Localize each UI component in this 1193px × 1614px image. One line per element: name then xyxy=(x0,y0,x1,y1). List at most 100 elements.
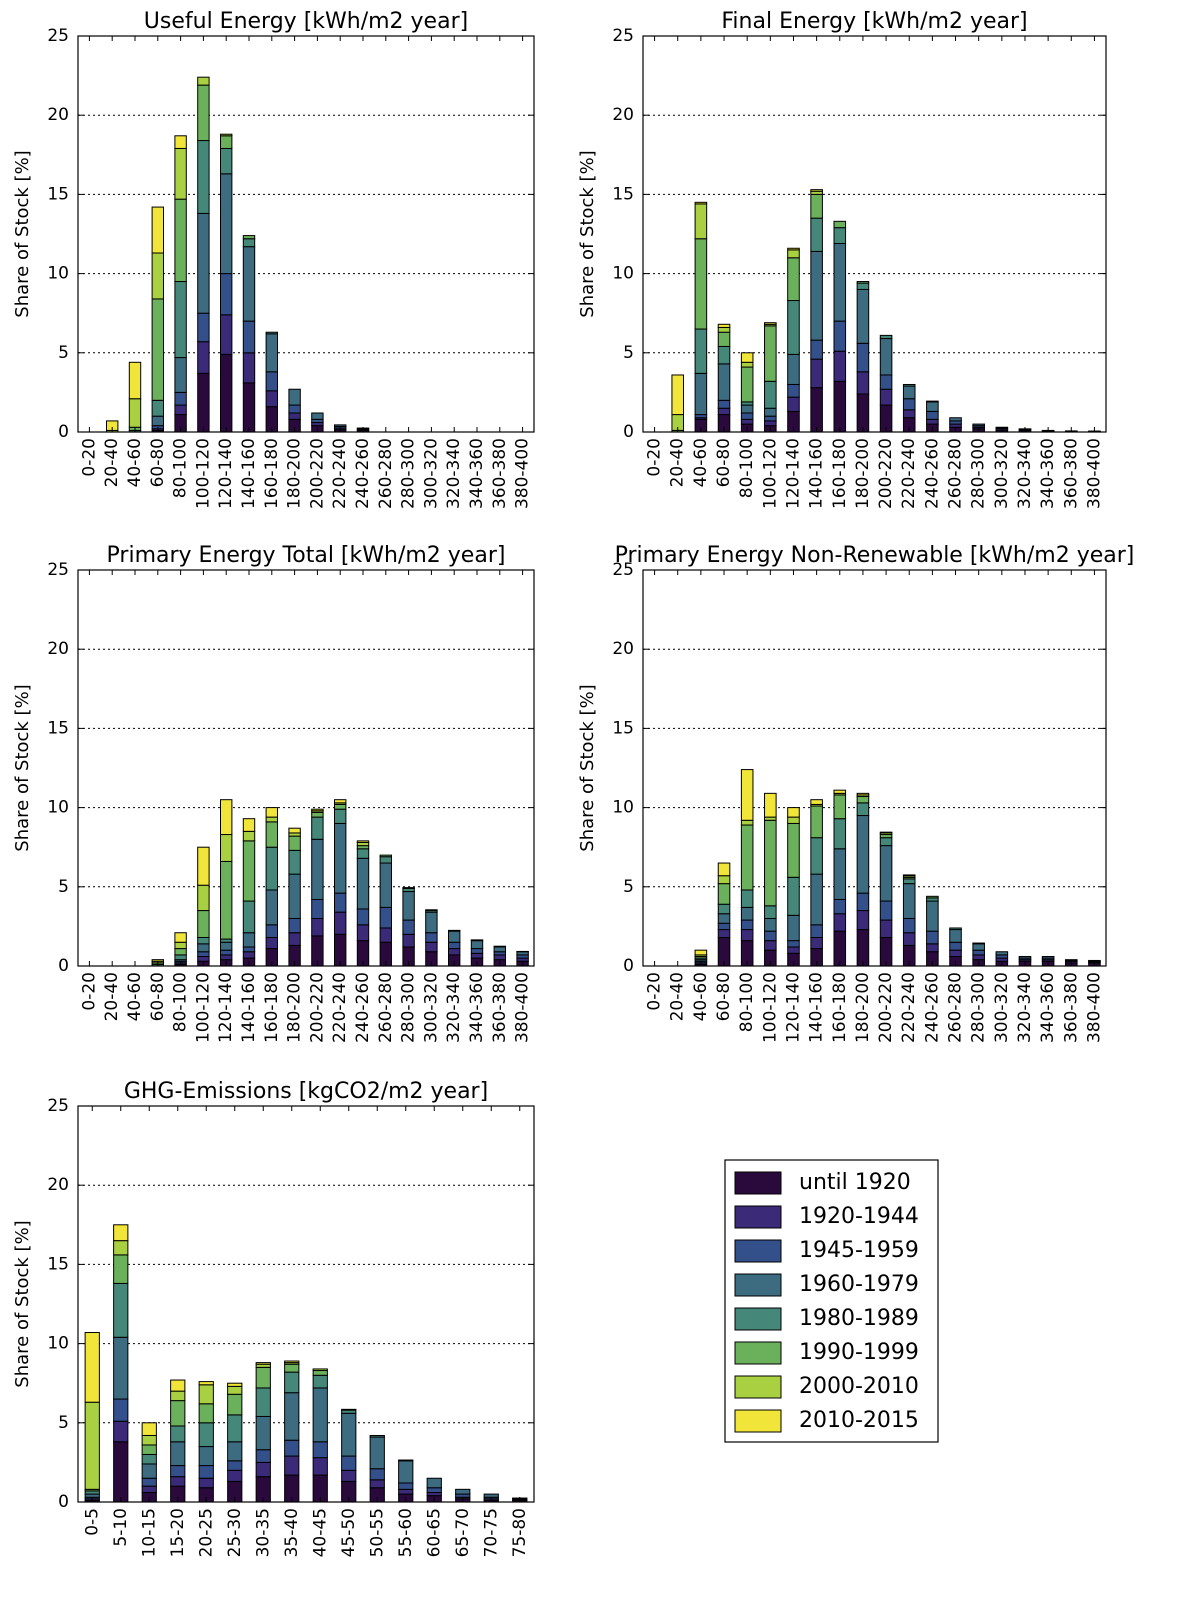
bar-segment xyxy=(312,1441,328,1459)
bar-segment xyxy=(448,948,461,956)
bar-segment xyxy=(856,393,870,433)
bar-segment xyxy=(284,1455,300,1476)
bar-segment xyxy=(265,889,279,926)
x-tick-label: 35-40 xyxy=(282,1508,302,1557)
y-tick-label: 15 xyxy=(47,1254,69,1274)
bar-segment xyxy=(151,415,165,427)
bar-segment xyxy=(764,792,777,818)
bar-segment xyxy=(242,900,256,934)
x-tick-label: 80-100 xyxy=(171,972,191,1032)
bar-segment xyxy=(198,1381,214,1386)
bar-segment xyxy=(787,940,800,948)
bar-segment xyxy=(174,932,187,943)
x-tick-label: 380-400 xyxy=(513,972,533,1043)
bar-segment xyxy=(265,807,279,818)
y-tick-label: 25 xyxy=(612,26,634,46)
chart-panel-1: 0-20 20-40 40-60 60-80 80-100 100-120 120-140 1… xyxy=(12,9,535,509)
bar-segment xyxy=(141,1434,157,1446)
bar-segment xyxy=(197,372,210,433)
bar-segment xyxy=(113,1282,129,1338)
x-tick-label: 380-400 xyxy=(1084,438,1104,509)
x-tick-label: 20-40 xyxy=(102,438,122,487)
legend-swatch xyxy=(734,1375,782,1399)
y-tick-label: 5 xyxy=(58,877,69,897)
bar-segment xyxy=(220,133,233,137)
x-tick-label: 120-140 xyxy=(216,972,236,1043)
bar-segment xyxy=(810,250,823,341)
bar-segment xyxy=(141,1422,157,1436)
bar-segment xyxy=(694,372,708,416)
bar-segment xyxy=(833,794,847,820)
bar-segment xyxy=(170,1390,186,1402)
bar-segment xyxy=(856,910,870,931)
plot-frame xyxy=(642,569,1107,967)
x-tick-label: 0-5 xyxy=(82,1508,102,1536)
bar-segment xyxy=(833,848,847,900)
x-tick-label: 320-340 xyxy=(444,438,464,509)
bar-segment xyxy=(242,951,256,959)
bar-segment xyxy=(694,328,708,374)
bar-segment xyxy=(448,929,461,932)
bar-segment xyxy=(242,235,256,240)
y-tick-label: 20 xyxy=(47,105,69,125)
y-tick-label: 15 xyxy=(612,184,634,204)
bar-segment xyxy=(879,334,893,340)
x-tick-label: 260-280 xyxy=(946,438,966,509)
legend-swatch xyxy=(734,1171,782,1195)
bar-segment xyxy=(717,929,731,938)
legend-label: 1990-1999 xyxy=(799,1340,919,1365)
bar-segment xyxy=(197,76,210,86)
y-tick-label: 15 xyxy=(612,718,634,738)
x-tick-label: 55-60 xyxy=(396,1508,416,1557)
bar-segment xyxy=(1064,959,1078,961)
x-tick-label: 120-140 xyxy=(783,972,803,1043)
bar-segment xyxy=(470,948,484,954)
x-tick-label: 340-360 xyxy=(467,438,487,509)
bar-segment xyxy=(787,807,800,818)
bar-segment xyxy=(311,816,324,840)
x-tick-label: 360-380 xyxy=(1061,972,1081,1043)
bar-segment xyxy=(141,1477,157,1487)
bar-segment xyxy=(995,951,1009,956)
x-tick-label: 220-240 xyxy=(899,972,919,1043)
x-tick-label: 75-80 xyxy=(510,1508,530,1557)
x-tick-label: 200-220 xyxy=(307,972,327,1043)
x-tick-label: 240-260 xyxy=(353,972,373,1043)
bar-segment xyxy=(197,140,210,214)
bar-segment xyxy=(220,135,233,149)
bar-segment xyxy=(242,352,256,384)
bar-segment xyxy=(151,206,165,254)
bar-segment xyxy=(810,936,823,950)
bar-segment xyxy=(810,358,823,389)
bar-segment xyxy=(174,357,187,393)
x-tick-label: 40-60 xyxy=(125,972,145,1021)
y-tick-label: 0 xyxy=(58,1492,69,1512)
bar-segment xyxy=(311,898,324,919)
bar-segment xyxy=(856,796,870,804)
bar-segment xyxy=(198,1422,214,1448)
bar-segment xyxy=(787,247,800,251)
legend: until 1920 1920-1944 1945-1959 1960-1979 198… xyxy=(724,1159,939,1443)
bar-segment xyxy=(926,418,939,425)
bar-segment xyxy=(402,919,415,935)
bar-segment xyxy=(717,407,731,416)
bar-segment xyxy=(448,930,461,943)
legend-swatch xyxy=(734,1409,782,1433)
y-axis-label: Share of Stock [%] xyxy=(12,1220,33,1387)
y-tick-label: 0 xyxy=(623,956,634,976)
bar-segment xyxy=(717,903,731,915)
bar-segment xyxy=(949,941,962,951)
bar-segment xyxy=(740,418,754,425)
x-tick-label: 120-140 xyxy=(216,438,236,509)
x-tick-label: 20-40 xyxy=(102,972,122,1021)
bar-segment xyxy=(879,837,893,847)
x-tick-label: 0-20 xyxy=(645,438,665,477)
bar-segment xyxy=(694,201,708,205)
bar-segment xyxy=(174,941,187,950)
bar-segment xyxy=(425,909,438,912)
bar-segment xyxy=(113,1224,129,1242)
plot-frame xyxy=(77,1105,535,1503)
x-tick-label: 45-50 xyxy=(339,1508,359,1557)
bar-segment xyxy=(113,1420,129,1443)
x-tick-label: 20-40 xyxy=(668,438,688,487)
